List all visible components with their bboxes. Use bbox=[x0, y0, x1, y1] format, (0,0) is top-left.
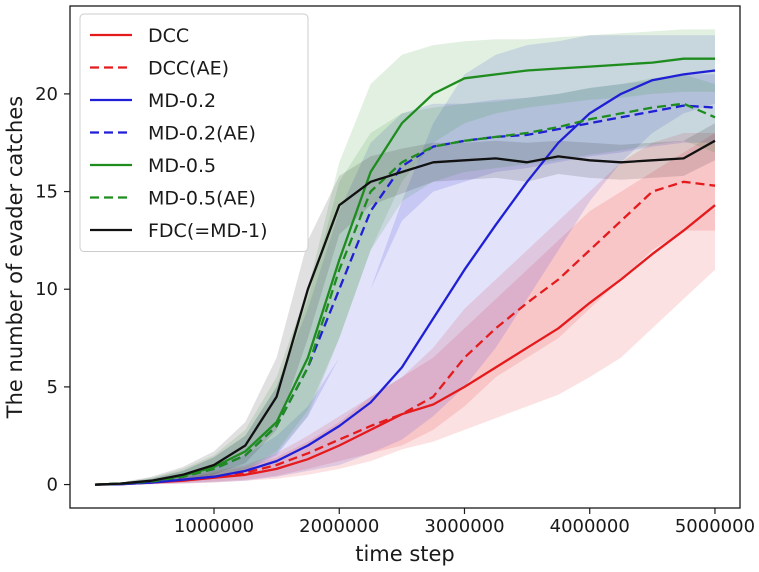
legend-label-fdc-md-1: FDC(=MD-1) bbox=[148, 220, 268, 242]
y-axis-ticks: 0 5 10 15 20 bbox=[35, 84, 70, 496]
y-axis-label: The number of evader catches bbox=[3, 96, 27, 419]
series-line-md-0-5 bbox=[94, 57, 715, 486]
legend: DCC DCC(AE) MD-0.2 MD-0.2(AE) MD-0.5 MD-0.5(A… bbox=[79, 13, 309, 252]
x-tick-label: 5000000 bbox=[675, 516, 755, 537]
series-line-md-0-5-ae bbox=[94, 102, 716, 486]
x-tick-label: 2000000 bbox=[299, 516, 379, 537]
x-tick-label: 4000000 bbox=[550, 516, 630, 537]
band-md-0-5-ae bbox=[95, 74, 715, 485]
plot-frame bbox=[69, 5, 741, 509]
x-axis-label: time step bbox=[355, 542, 455, 566]
y-tick-label: 20 bbox=[35, 84, 58, 105]
legend-label-md-0-2-ae: MD-0.2(AE) bbox=[148, 123, 256, 145]
legend-label-dcc-ae: DCC(AE) bbox=[148, 58, 229, 80]
y-tick-label: 0 bbox=[47, 475, 58, 496]
legend-label-dcc: DCC bbox=[148, 25, 189, 47]
legend-label-md-0-5-ae: MD-0.5(AE) bbox=[148, 188, 256, 210]
band-md-0-2 bbox=[95, 35, 715, 485]
x-axis-ticks: 1000000 2000000 3000000 4000000 5000000 bbox=[174, 508, 755, 537]
legend-label-md-0-2: MD-0.2 bbox=[148, 90, 216, 112]
y-tick-label: 15 bbox=[35, 182, 58, 203]
series-line-md-0-2 bbox=[94, 69, 716, 486]
band-md-0-2-ae bbox=[95, 74, 715, 485]
band-dcc-ae bbox=[95, 133, 715, 485]
y-tick-label: 10 bbox=[35, 279, 58, 300]
series-lines bbox=[94, 57, 716, 486]
legend-label-md-0-5: MD-0.5 bbox=[148, 155, 216, 177]
x-tick-label: 3000000 bbox=[424, 516, 504, 537]
y-tick-label: 5 bbox=[47, 377, 58, 398]
legend-frame bbox=[79, 13, 309, 252]
series-line-fdc-md-1 bbox=[94, 139, 716, 486]
x-tick-label: 1000000 bbox=[174, 516, 254, 537]
